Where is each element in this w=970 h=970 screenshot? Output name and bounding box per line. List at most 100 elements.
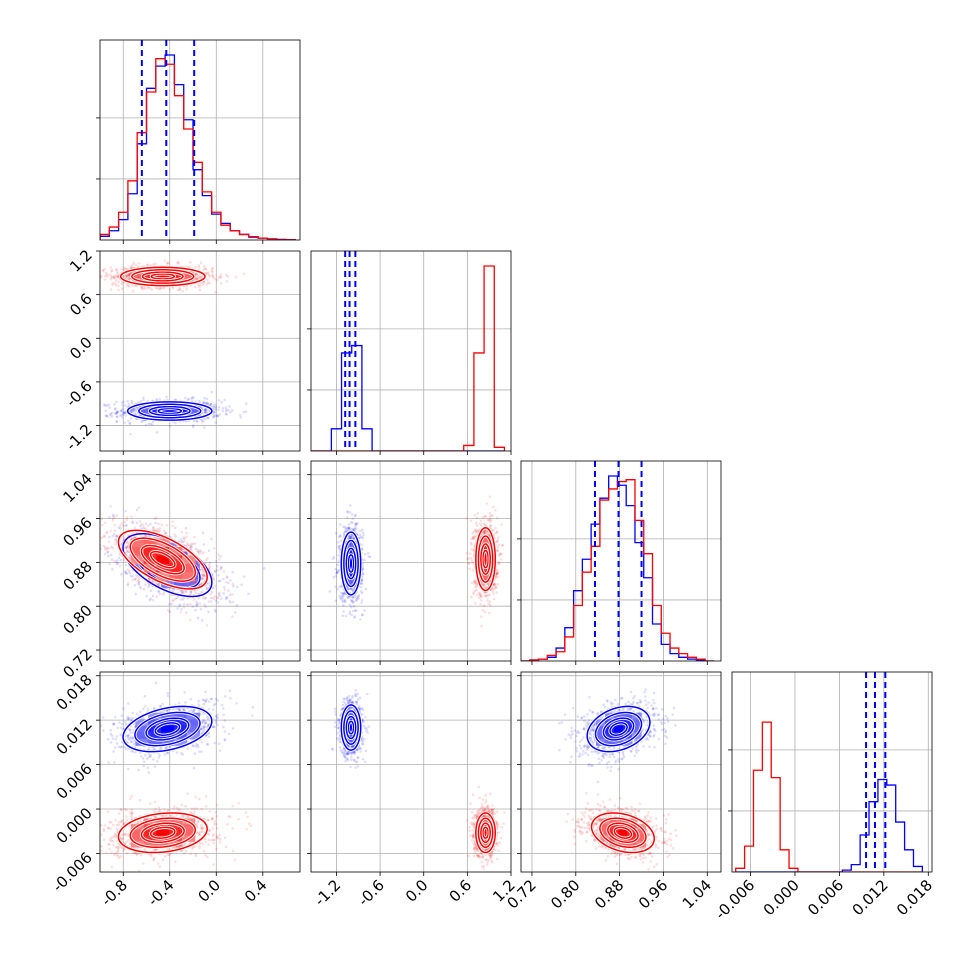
sample-point (339, 523, 342, 526)
sample-point (206, 272, 209, 275)
sample-point (129, 417, 133, 421)
sample-point (222, 570, 226, 573)
sample-point (172, 599, 175, 602)
sample-point (338, 534, 342, 538)
sample-point (103, 278, 107, 281)
contour-line (117, 529, 208, 590)
sample-point (157, 522, 160, 526)
sample-point (102, 544, 105, 548)
sample-point (346, 510, 349, 514)
sample-point (495, 572, 499, 575)
sample-point (202, 281, 206, 284)
sample-point (138, 519, 142, 523)
sample-point (342, 593, 345, 596)
sample-point (472, 536, 476, 539)
sample-point (107, 403, 111, 407)
sample-point (125, 572, 129, 576)
sample-point (177, 261, 181, 265)
sample-point (225, 575, 229, 578)
sample-point (360, 578, 363, 582)
sample-point (342, 532, 346, 535)
sample-point (120, 267, 123, 271)
sample-point (235, 604, 239, 607)
sample-point (356, 597, 359, 601)
sample-point (117, 288, 120, 292)
sample-point (357, 596, 360, 600)
sample-point (129, 432, 132, 436)
sample-point (101, 523, 104, 527)
sample-point (190, 545, 193, 549)
sample-point (209, 402, 213, 406)
sample-point (338, 544, 342, 548)
sample-point (127, 534, 131, 538)
sample-point (361, 567, 365, 571)
sample-point (354, 524, 358, 527)
sample-point (124, 274, 128, 278)
sample-point (129, 409, 132, 413)
density-cell (156, 563, 170, 573)
sample-point (94, 563, 97, 566)
sample-point (201, 571, 204, 574)
sample-point (497, 536, 500, 539)
sample-point (153, 517, 157, 521)
sample-point (218, 558, 221, 561)
sample-point (174, 535, 178, 538)
sample-point (347, 526, 351, 529)
sample-point (186, 603, 189, 606)
sample-point (204, 558, 208, 562)
sample-point (125, 518, 129, 522)
sample-point (180, 608, 183, 611)
sample-point (338, 594, 341, 598)
sample-point (114, 276, 117, 280)
sample-point (350, 535, 353, 539)
sample-point (346, 587, 350, 590)
sample-point (360, 591, 364, 595)
sample-point (201, 574, 205, 578)
sample-point (348, 504, 352, 507)
sample-point (201, 594, 205, 597)
sample-point (190, 397, 193, 400)
sample-point (148, 579, 151, 582)
sample-point (478, 596, 481, 600)
sample-point (181, 598, 185, 601)
sample-point (348, 612, 352, 616)
sample-point (126, 550, 129, 554)
sample-point (183, 396, 187, 400)
sample-point (217, 398, 221, 402)
contour-line (129, 537, 197, 582)
sample-point (488, 511, 492, 515)
sample-point (114, 274, 117, 278)
sample-point (122, 537, 126, 540)
sample-point (145, 578, 149, 582)
sample-point (115, 411, 119, 414)
sample-point (208, 561, 212, 565)
sample-point (206, 401, 210, 405)
sample-point (339, 596, 342, 600)
sample-point (356, 521, 359, 525)
sample-point (224, 409, 228, 413)
sample-point (224, 406, 228, 409)
sample-point (158, 527, 162, 530)
sample-point (482, 583, 486, 587)
sample-point (115, 420, 119, 423)
sample-point (341, 596, 344, 600)
sample-point (123, 274, 126, 278)
sample-point (137, 262, 141, 265)
sample-point (197, 264, 201, 267)
sample-point (192, 598, 196, 601)
sample-point (111, 281, 115, 285)
sample-point (125, 283, 129, 286)
sample-point (208, 568, 211, 571)
sample-point (355, 599, 358, 603)
sample-point (188, 618, 192, 622)
density-cell (132, 272, 146, 276)
sample-point (360, 575, 364, 579)
density-cell (139, 409, 153, 413)
sample-point (170, 602, 173, 605)
sample-point (347, 527, 351, 530)
sample-point (352, 537, 356, 541)
sample-point (125, 549, 129, 552)
sample-point (112, 532, 116, 536)
sample-point (112, 275, 116, 278)
sample-point (207, 610, 210, 614)
